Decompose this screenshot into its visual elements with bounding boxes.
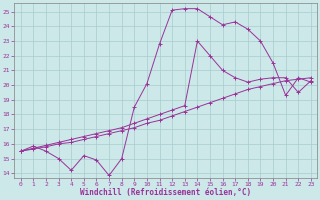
X-axis label: Windchill (Refroidissement éolien,°C): Windchill (Refroidissement éolien,°C) [80, 188, 252, 197]
